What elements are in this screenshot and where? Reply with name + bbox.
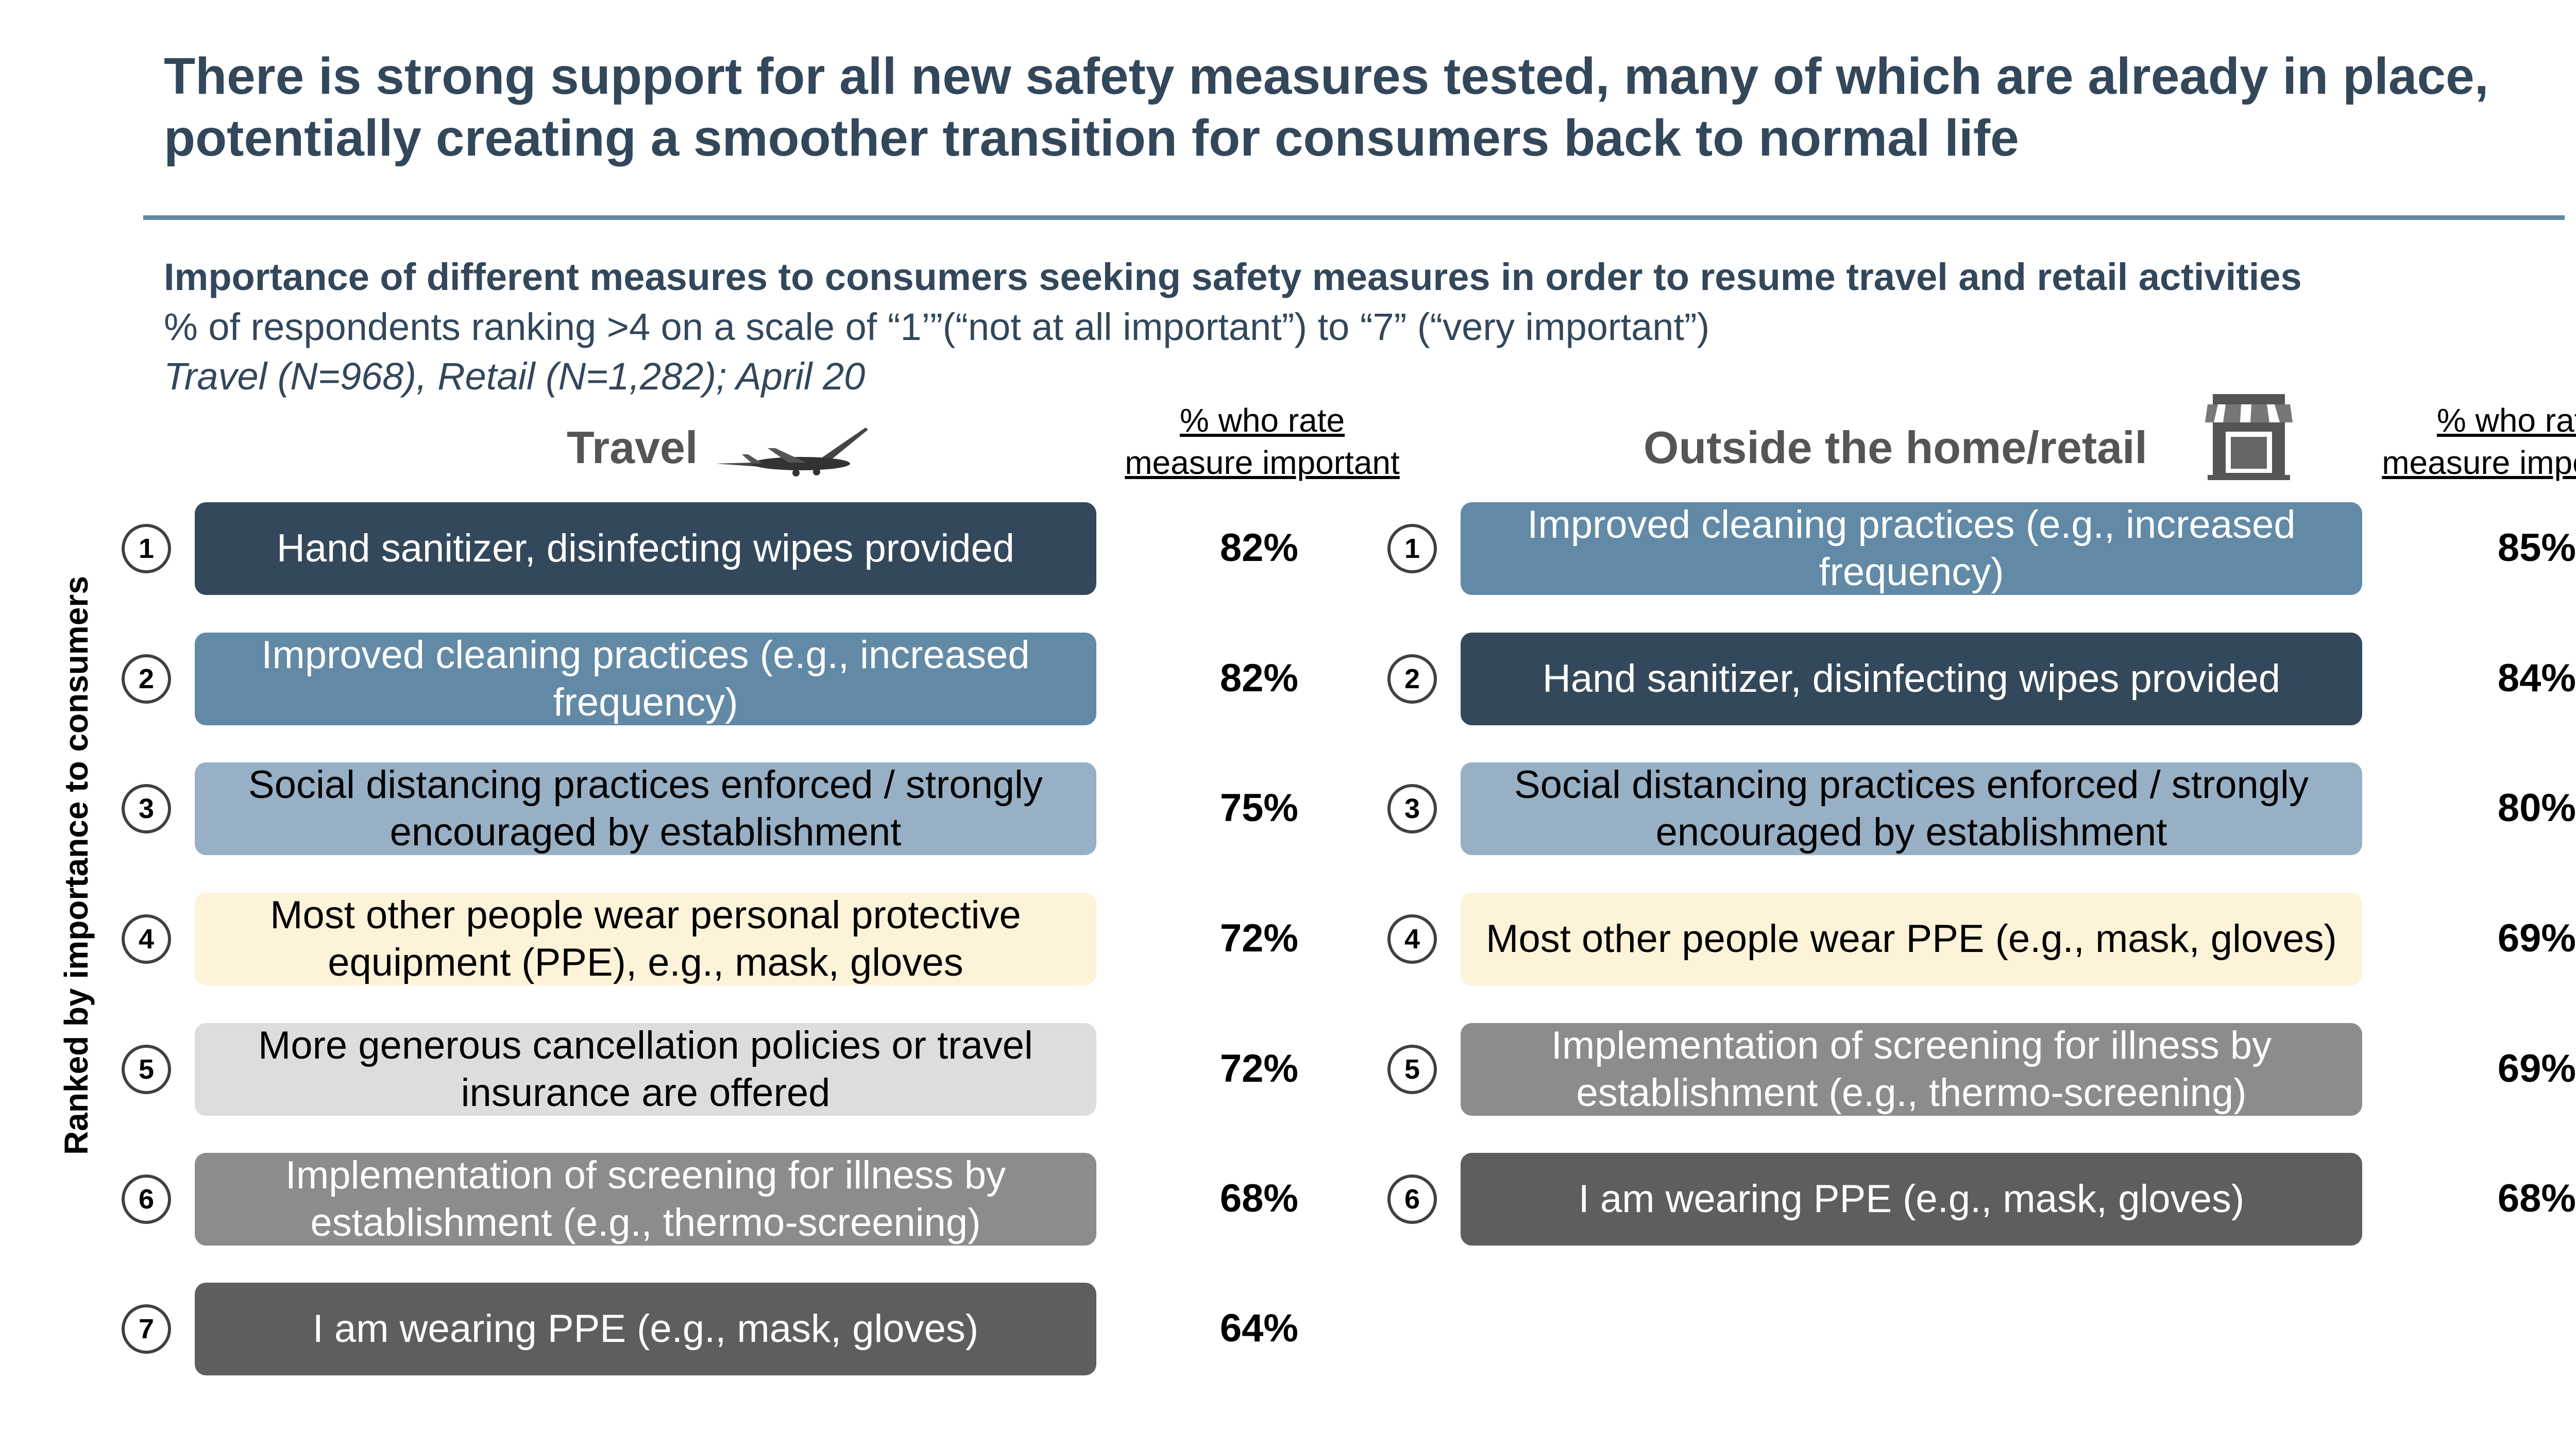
travel-heading: Travel (567, 422, 698, 473)
travel-rank-badge: 2 (122, 654, 171, 704)
retail-rank-badge: 6 (1387, 1174, 1437, 1224)
retail-percent-value: 84% (2497, 656, 2576, 700)
storefront-icon (2202, 391, 2295, 482)
rank-axis-label: Ranked by importance to consumers (58, 576, 95, 1155)
travel-percent-value: 75% (1219, 786, 1298, 830)
retail-column-header-line1: % who rate (2436, 402, 2576, 439)
travel-measure-bar: Improved cleaning practices (e.g., incre… (195, 633, 1096, 725)
sample-note: Travel (N=968), Retail (N=1,282); April … (164, 355, 866, 398)
retail-percent-value: 80% (2497, 786, 2576, 830)
travel-measure-bar: Hand sanitizer, disinfecting wipes provi… (195, 502, 1096, 595)
retail-column-header-line2: measure important (2382, 444, 2576, 481)
retail-rank-badge: 4 (1387, 914, 1437, 964)
retail-percent-value: 69% (2497, 916, 2576, 960)
travel-measure-bar: Implementation of screening for illness … (195, 1153, 1096, 1246)
travel-percent-value: 64% (1219, 1306, 1298, 1350)
travel-rank-badge: 4 (122, 914, 171, 964)
travel-percent-value: 72% (1219, 916, 1298, 960)
travel-percent-value: 82% (1219, 656, 1298, 700)
travel-rank-badge: 5 (122, 1045, 171, 1094)
travel-measure-bar: I am wearing PPE (e.g., mask, gloves) (195, 1283, 1096, 1375)
retail-percent-value: 68% (2497, 1177, 2576, 1220)
travel-percent-value: 68% (1219, 1177, 1298, 1220)
travel-measure-bar: Social distancing practices enforced / s… (195, 762, 1096, 855)
retail-column-header: % who rate measure important (2360, 399, 2576, 484)
chart-description: % of respondents ranking >4 on a scale o… (164, 305, 1710, 348)
retail-percent-value: 85% (2497, 526, 2576, 570)
retail-measure-bar: Hand sanitizer, disinfecting wipes provi… (1461, 633, 2362, 725)
retail-rank-badge: 3 (1387, 784, 1437, 833)
travel-column-header: % who rate measure important (1082, 399, 1443, 484)
travel-rank-badge: 3 (122, 784, 171, 833)
chart-subtitle: Importance of different measures to cons… (164, 256, 2302, 298)
travel-measure-bar: More generous cancellation policies or t… (195, 1023, 1096, 1116)
page-title: There is strong support for all new safe… (164, 47, 2489, 167)
travel-rank-badge: 7 (122, 1304, 171, 1354)
retail-rank-badge: 2 (1387, 654, 1437, 704)
retail-measure-bar: Implementation of screening for illness … (1461, 1023, 2362, 1116)
travel-rank-badge: 6 (122, 1174, 171, 1224)
retail-percent-value: 69% (2497, 1047, 2576, 1091)
travel-percent-value: 82% (1219, 526, 1298, 570)
travel-percent-value: 72% (1219, 1047, 1298, 1091)
retail-measure-bar: Improved cleaning practices (e.g., incre… (1461, 502, 2362, 595)
airplane-icon (711, 412, 871, 484)
retail-measure-bar: Social distancing practices enforced / s… (1461, 762, 2362, 855)
travel-column-header-line2: measure important (1125, 444, 1400, 481)
retail-rank-badge: 1 (1387, 524, 1437, 573)
travel-rank-badge: 1 (122, 524, 171, 573)
retail-rank-badge: 5 (1387, 1045, 1437, 1094)
retail-heading: Outside the home/retail (1643, 422, 2147, 473)
retail-measure-bar: Most other people wear PPE (e.g., mask, … (1461, 893, 2362, 985)
travel-measure-bar: Most other people wear personal protecti… (195, 893, 1096, 985)
retail-measure-bar: I am wearing PPE (e.g., mask, gloves) (1461, 1153, 2362, 1246)
title-divider (143, 215, 2565, 220)
travel-column-header-line1: % who rate (1179, 402, 1345, 439)
